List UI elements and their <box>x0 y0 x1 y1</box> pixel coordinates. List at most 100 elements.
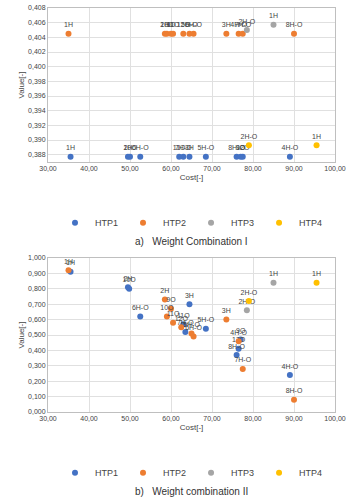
svg-text:7H-O: 7H-O <box>175 144 192 151</box>
svg-text:HTP4: HTP4 <box>299 468 322 478</box>
svg-text:9O: 9O <box>236 327 246 334</box>
svg-text:10O: 10O <box>123 144 137 151</box>
svg-text:3H: 3H <box>185 144 194 151</box>
svg-text:0,800: 0,800 <box>28 285 46 292</box>
svg-text:9O: 9O <box>166 296 176 303</box>
svg-text:1H: 1H <box>64 21 73 28</box>
svg-text:8H-O: 8H-O <box>286 387 303 394</box>
svg-text:70,00: 70,00 <box>203 165 221 172</box>
svg-text:8H-O: 8H-O <box>228 343 245 350</box>
svg-text:6H-O: 6H-O <box>132 144 149 151</box>
svg-text:0,300: 0,300 <box>28 362 46 369</box>
svg-text:30,00: 30,00 <box>39 415 57 422</box>
svg-text:12O: 12O <box>236 144 250 151</box>
svg-text:5H-O: 5H-O <box>183 321 200 328</box>
svg-text:1H: 1H <box>64 258 73 265</box>
svg-text:7H-O: 7H-O <box>177 319 194 326</box>
svg-text:11O: 11O <box>167 21 180 28</box>
svg-text:1H: 1H <box>66 144 75 151</box>
svg-text:9O: 9O <box>166 21 176 28</box>
svg-text:2H: 2H <box>160 287 169 294</box>
svg-text:HTP4: HTP4 <box>299 218 322 228</box>
svg-text:70,00: 70,00 <box>203 415 221 422</box>
svg-text:10O: 10O <box>160 21 174 28</box>
svg-text:6H-O: 6H-O <box>185 324 202 331</box>
svg-text:12O: 12O <box>175 315 189 322</box>
svg-text:0,394: 0,394 <box>28 107 46 114</box>
svg-text:6H-O: 6H-O <box>132 304 149 311</box>
svg-text:60,00: 60,00 <box>162 415 180 422</box>
svg-text:HTP1: HTP1 <box>95 218 118 228</box>
svg-text:10O: 10O <box>123 276 137 283</box>
svg-text:5H-O: 5H-O <box>197 144 214 151</box>
svg-text:80,00: 80,00 <box>244 415 262 422</box>
svg-text:8H-O: 8H-O <box>286 21 303 28</box>
svg-text:HTP1: HTP1 <box>95 468 118 478</box>
svg-text:6H-O: 6H-O <box>185 21 202 28</box>
svg-text:0,398: 0,398 <box>28 78 46 85</box>
svg-text:HTP3: HTP3 <box>231 218 254 228</box>
svg-text:0,900: 0,900 <box>28 270 46 277</box>
svg-text:100,00: 100,00 <box>324 415 346 422</box>
svg-text:a) Weight Combination I: a) Weight Combination I <box>135 236 248 247</box>
svg-text:2H-O: 2H-O <box>241 289 258 296</box>
svg-text:0,500: 0,500 <box>28 331 46 338</box>
svg-text:0,000: 0,000 <box>28 408 46 415</box>
svg-text:1H: 1H <box>312 270 321 277</box>
svg-text:0,100: 0,100 <box>28 393 46 400</box>
svg-text:30,00: 30,00 <box>39 165 57 172</box>
svg-text:3H: 3H <box>185 292 194 299</box>
svg-text:40,00: 40,00 <box>80 165 98 172</box>
svg-text:8H-O: 8H-O <box>228 144 245 151</box>
svg-text:4H-O: 4H-O <box>282 144 299 151</box>
svg-text:Value[-]: Value[-] <box>17 72 26 99</box>
svg-text:Cost[-]: Cost[-] <box>180 423 204 432</box>
svg-text:0,700: 0,700 <box>28 301 46 308</box>
svg-text:2H-O: 2H-O <box>238 298 255 305</box>
svg-text:80,00: 80,00 <box>244 165 262 172</box>
svg-text:12O: 12O <box>232 336 246 343</box>
svg-text:4H-O: 4H-O <box>282 363 299 370</box>
svg-text:3H: 3H <box>222 21 231 28</box>
svg-text:2H-O: 2H-O <box>241 133 258 140</box>
svg-text:2H-O: 2H-O <box>238 18 255 25</box>
svg-text:9O: 9O <box>236 144 246 151</box>
svg-text:50,00: 50,00 <box>121 415 139 422</box>
svg-text:4H-O: 4H-O <box>230 21 247 28</box>
svg-text:1,000: 1,000 <box>28 254 46 261</box>
svg-text:2H: 2H <box>123 275 132 282</box>
svg-text:HTP2: HTP2 <box>163 218 186 228</box>
svg-text:40,00: 40,00 <box>80 415 98 422</box>
svg-text:1H: 1H <box>269 12 278 19</box>
svg-text:0,600: 0,600 <box>28 316 46 323</box>
svg-text:100,00: 100,00 <box>324 165 346 172</box>
svg-text:11O: 11O <box>173 144 186 151</box>
svg-text:0,406: 0,406 <box>28 19 46 26</box>
svg-text:0,404: 0,404 <box>28 34 46 41</box>
svg-text:0,408: 0,408 <box>28 4 46 11</box>
svg-text:90,00: 90,00 <box>285 165 303 172</box>
svg-text:10O: 10O <box>160 304 174 311</box>
svg-text:2H: 2H <box>123 144 132 151</box>
svg-text:Value[-]: Value[-] <box>17 322 26 349</box>
svg-text:60,00: 60,00 <box>162 165 180 172</box>
svg-text:12O: 12O <box>177 21 191 28</box>
svg-text:90,00: 90,00 <box>285 415 303 422</box>
svg-text:0,400: 0,400 <box>28 347 46 354</box>
svg-text:5H-O: 5H-O <box>181 21 198 28</box>
svg-text:7H-O: 7H-O <box>234 21 251 28</box>
svg-text:11O: 11O <box>167 310 180 317</box>
svg-text:0,402: 0,402 <box>28 48 46 55</box>
svg-text:0,400: 0,400 <box>28 63 46 70</box>
svg-text:0,390: 0,390 <box>28 136 46 143</box>
svg-text:3H: 3H <box>222 307 231 314</box>
svg-text:5H-O: 5H-O <box>197 316 214 323</box>
svg-text:2H: 2H <box>160 21 169 28</box>
svg-text:0,396: 0,396 <box>28 92 46 99</box>
svg-text:0,392: 0,392 <box>28 122 46 129</box>
svg-text:4H-O: 4H-O <box>230 329 247 336</box>
svg-text:1H: 1H <box>312 133 321 140</box>
svg-text:1H: 1H <box>66 259 75 266</box>
svg-text:HTP3: HTP3 <box>231 468 254 478</box>
svg-text:HTP2: HTP2 <box>163 468 186 478</box>
